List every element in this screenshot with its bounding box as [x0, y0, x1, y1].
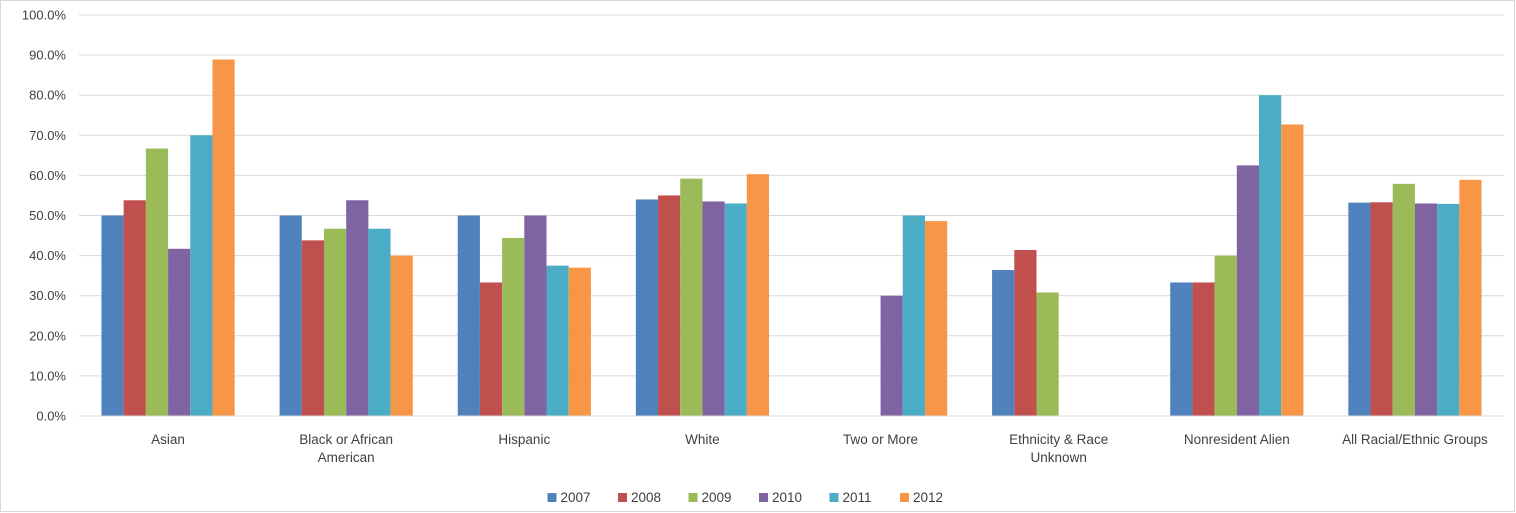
bar-2009-5 [1036, 292, 1059, 416]
y-tick-label: 0.0% [36, 409, 66, 424]
bar-2009-2 [502, 237, 525, 416]
bar-2008-2 [479, 282, 503, 416]
bar-2010-7 [1414, 203, 1438, 416]
bar-2009-0 [145, 148, 169, 416]
x-category-label: White [685, 432, 720, 447]
bar-2008-3 [658, 195, 681, 416]
bar-2012-6 [1281, 124, 1304, 417]
bar-2007-5 [992, 270, 1015, 416]
bar-2007-1 [279, 215, 302, 416]
bar-2011-1 [368, 228, 391, 416]
y-tick-label: 50.0% [29, 208, 66, 223]
legend-swatch-2010 [759, 493, 768, 502]
legend-swatch-2007 [547, 493, 557, 502]
bar-2011-7 [1437, 203, 1460, 416]
bar-2008-7 [1370, 202, 1393, 416]
legend-label-2011: 2011 [843, 490, 872, 505]
bar-2007-3 [635, 199, 659, 416]
legend-swatch-2011 [829, 493, 839, 502]
legend-label-2008: 2008 [631, 490, 661, 505]
bars [101, 59, 1482, 417]
bar-2009-6 [1214, 255, 1237, 416]
y-tick-label: 20.0% [29, 328, 66, 343]
bar-2011-4 [902, 215, 925, 416]
y-tick-label: 90.0% [29, 48, 66, 63]
x-category-label: Nonresident Alien [1184, 432, 1290, 447]
bar-2010-3 [702, 201, 725, 416]
bar-2007-7 [1348, 202, 1371, 416]
legend: 2007 2008 2009 2010 2011 2012 [547, 490, 943, 505]
bar-2011-3 [724, 203, 747, 416]
y-tick-label: 100.0% [22, 8, 67, 23]
bar-2011-0 [190, 135, 213, 417]
y-tick-label: 60.0% [29, 168, 66, 183]
bar-2008-6 [1192, 282, 1215, 416]
legend-label-2009: 2009 [702, 490, 732, 505]
bar-2010-0 [168, 248, 191, 416]
bar-2010-2 [524, 215, 547, 416]
bar-2012-7 [1459, 179, 1482, 416]
x-category-label: Ethnicity & Race Unknown [1009, 432, 1108, 465]
axes: 0.0% 10.0% 20.0% 30.0% 40.0% 50.0% 60.0% 70.0% 8… [22, 8, 1504, 465]
bar-2011-2 [546, 265, 569, 416]
bar-2009-3 [680, 178, 703, 416]
bar-2008-5 [1014, 249, 1037, 416]
bar-2010-1 [346, 200, 369, 416]
y-tick-label: 10.0% [29, 368, 66, 383]
x-category-label: Hispanic [498, 432, 550, 447]
bar-2007-6 [1170, 282, 1193, 416]
bar-2012-2 [568, 267, 591, 416]
bar-2008-1 [301, 240, 324, 416]
bar-2007-2 [457, 215, 480, 416]
bar-2011-6 [1259, 95, 1282, 416]
x-category-label: Two or More [843, 432, 918, 447]
bar-2009-1 [323, 228, 347, 416]
legend-label-2007: 2007 [561, 490, 591, 505]
legend-swatch-2008 [618, 493, 627, 502]
bar-2012-1 [390, 255, 413, 416]
legend-label-2010: 2010 [772, 490, 802, 505]
y-tick-label: 40.0% [29, 248, 66, 263]
x-category-label: All Racial/Ethnic Groups [1342, 432, 1488, 447]
bar-2010-4 [880, 295, 903, 416]
legend-swatch-2012 [900, 493, 909, 502]
y-tick-label: 80.0% [29, 88, 66, 103]
bar-2012-4 [924, 221, 948, 416]
y-tick-label: 30.0% [29, 288, 66, 303]
bar-2012-0 [212, 59, 235, 417]
legend-swatch-2009 [688, 493, 698, 502]
x-category-label: Black or African American [299, 432, 393, 465]
legend-label-2012: 2012 [913, 490, 943, 505]
bar-2009-7 [1392, 183, 1415, 416]
bar-2010-6 [1236, 165, 1260, 416]
bar-2012-3 [746, 174, 770, 416]
y-tick-label: 70.0% [29, 128, 66, 143]
bar-2007-0 [101, 215, 124, 416]
bar-2008-0 [123, 200, 146, 416]
x-category-label: Asian [151, 432, 185, 447]
